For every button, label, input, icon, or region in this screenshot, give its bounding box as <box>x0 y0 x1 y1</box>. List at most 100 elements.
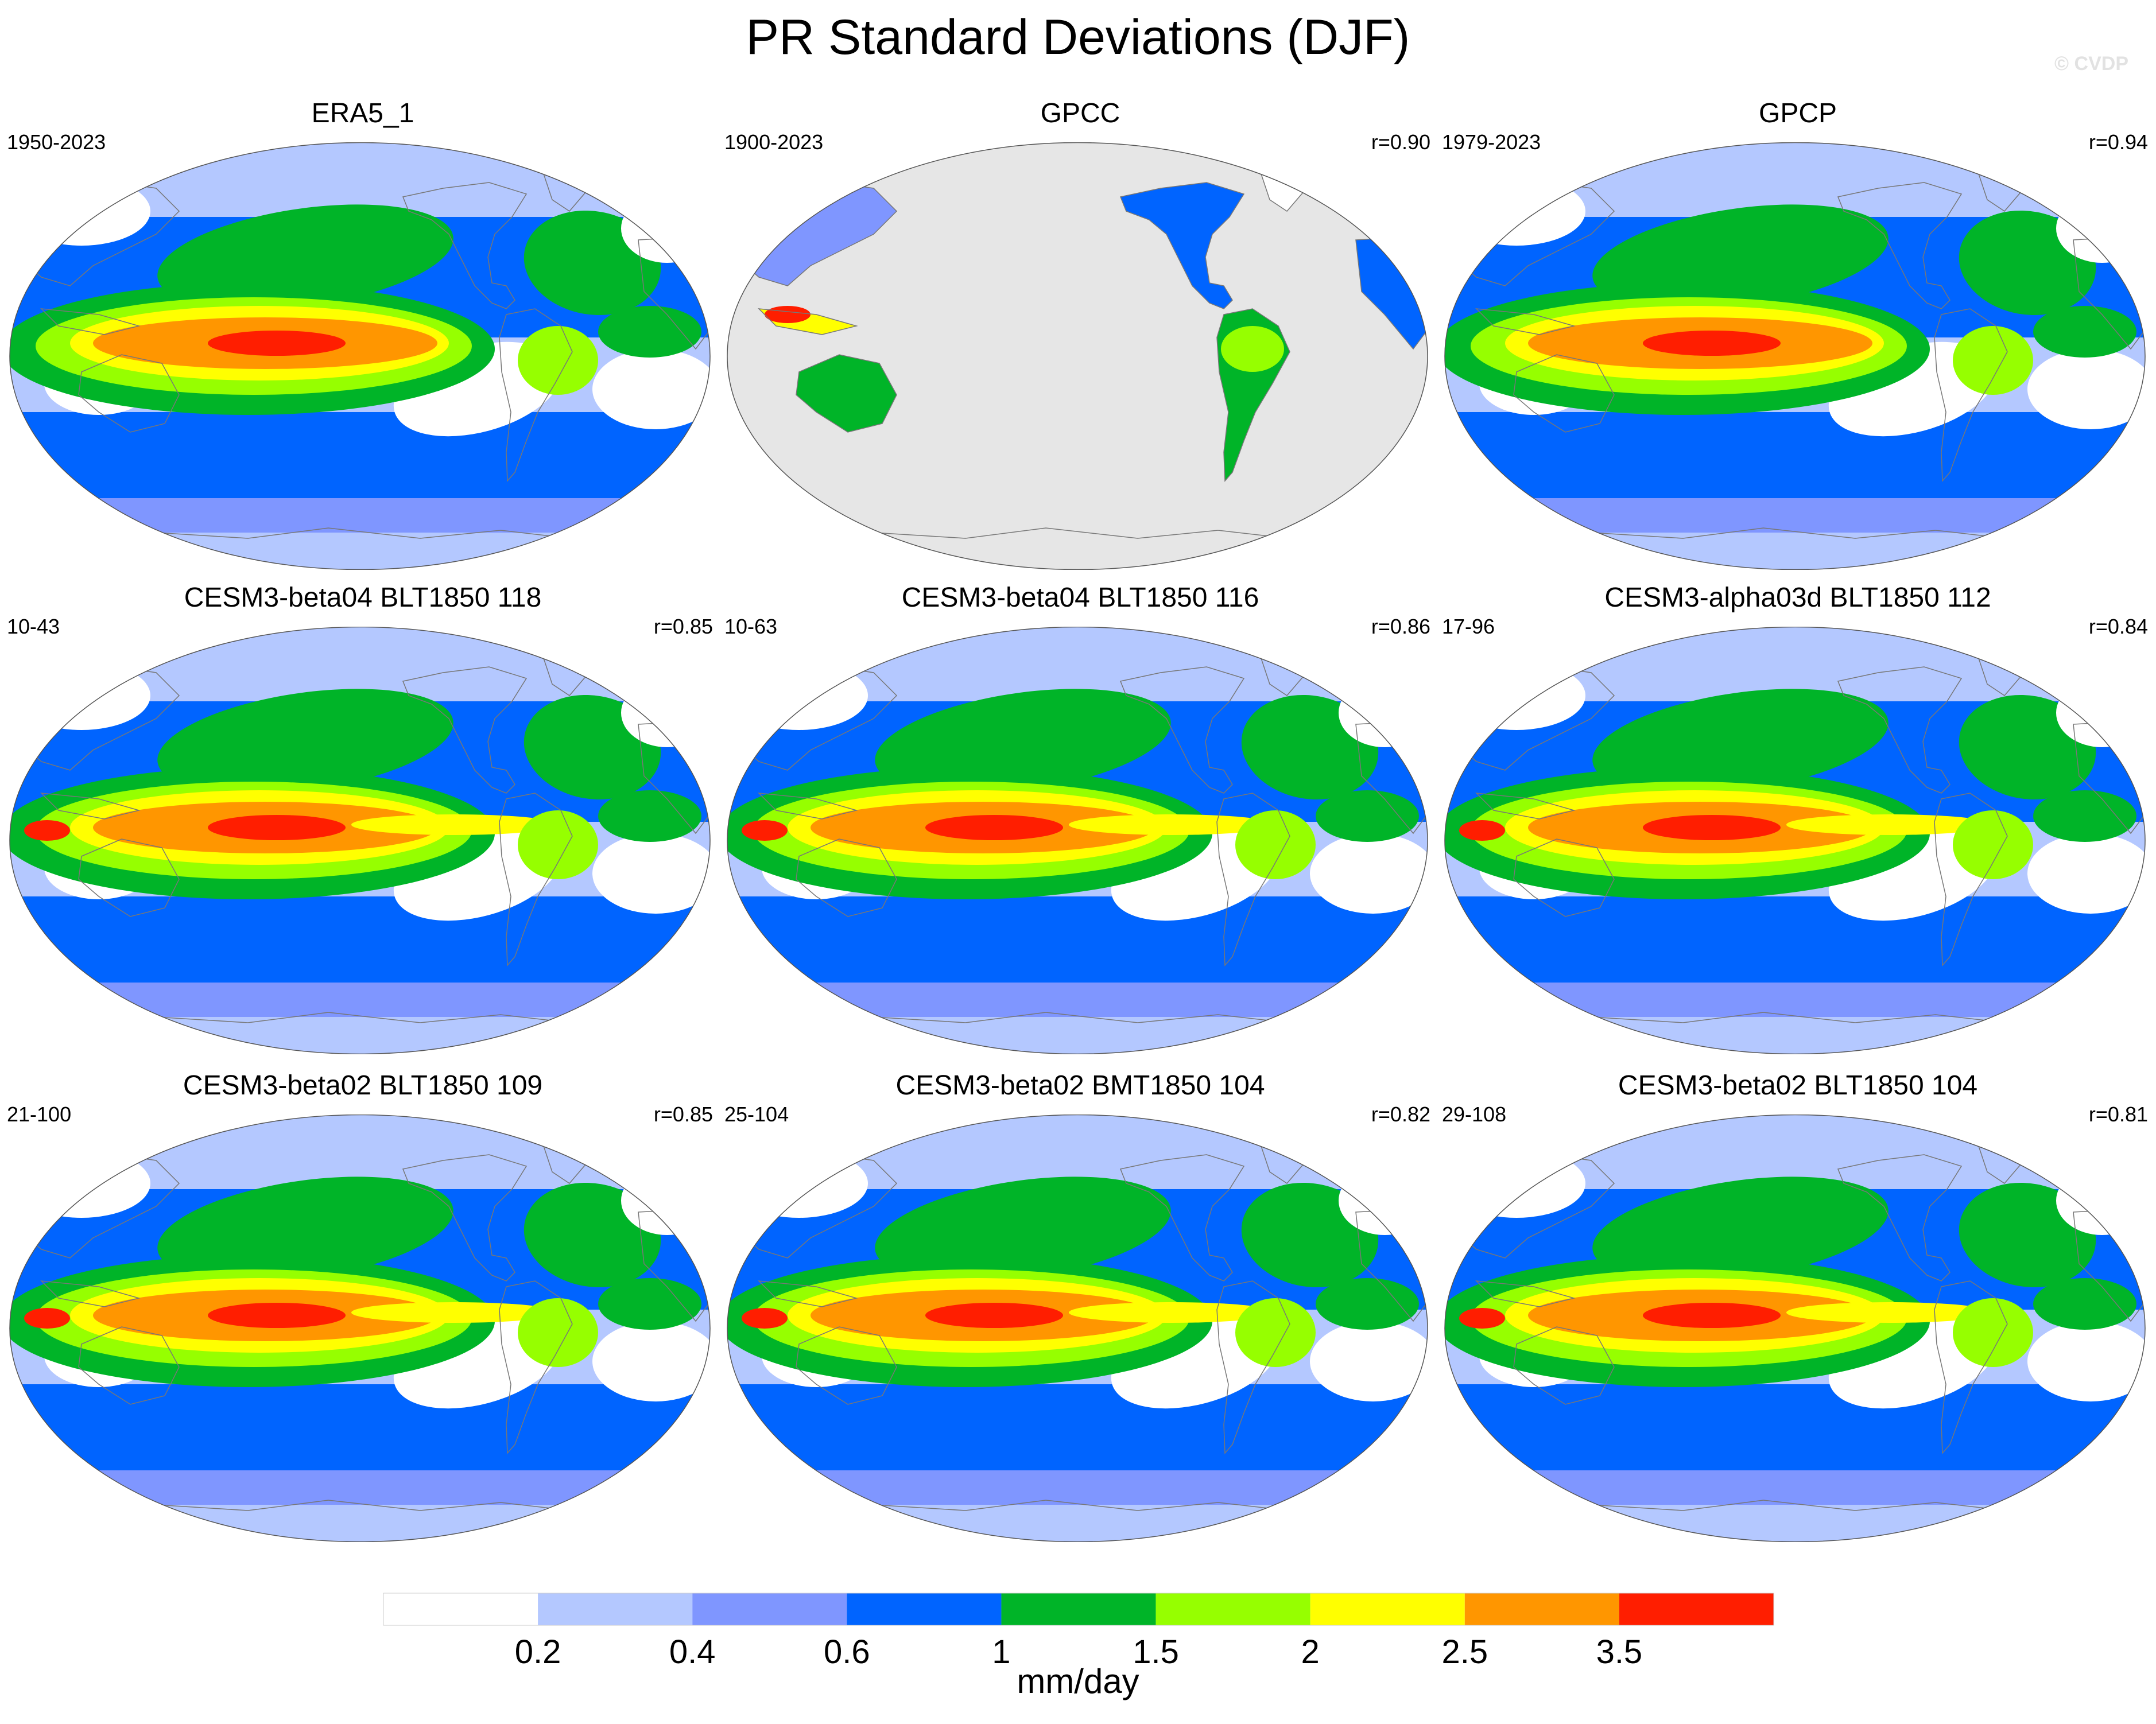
tropical-red <box>1643 331 1781 356</box>
panel-correlation: r=0.85 <box>653 615 713 638</box>
atlantic-itcz <box>598 306 701 358</box>
indian-ocean-red <box>1459 1308 1505 1329</box>
land-precip-australia <box>796 355 897 432</box>
coastline-indonesia <box>1475 308 1576 335</box>
panel-title: CESM3-beta02 BMT1850 104 <box>895 1070 1265 1101</box>
colorbar-frame <box>383 1593 1774 1626</box>
tropical-red <box>1643 815 1781 840</box>
robinson-map <box>727 142 1428 570</box>
robinson-map <box>727 1115 1428 1542</box>
panel-title: CESM3-beta04 BLT1850 116 <box>901 583 1259 613</box>
colorbar-bin <box>1310 1593 1465 1625</box>
map-panel: GPCP 1979-2023 r=0.94 <box>1442 96 2154 570</box>
colorbar-tick-label: 0.4 <box>669 1633 716 1671</box>
coastline-australia <box>78 1326 180 1405</box>
south-atlantic-dry <box>2027 349 2145 429</box>
indian-ocean-red <box>742 820 788 841</box>
panel-title: GPCC <box>1040 98 1120 129</box>
robinson-map <box>1444 142 2146 570</box>
coastline-australia <box>796 354 897 433</box>
coastline-australia <box>78 354 180 433</box>
map-panel: GPCC 1900-2023 r=0.90 <box>724 96 1436 570</box>
panel-title: CESM3-beta04 BLT1850 118 <box>184 583 542 613</box>
colorbar-bin <box>847 1593 1002 1625</box>
map-border <box>727 1115 1428 1542</box>
robinson-map <box>1444 1115 2146 1542</box>
itcz-east <box>1069 1302 1275 1323</box>
panel-title: GPCP <box>1758 98 1837 129</box>
south-storm-track <box>1445 896 2145 983</box>
tropical-red <box>1643 1303 1781 1328</box>
tropical-red <box>208 1303 346 1328</box>
coastline-antarctica <box>52 527 668 570</box>
coastline-australia <box>796 1326 897 1405</box>
coastline-australia <box>78 838 180 917</box>
robinson-map <box>727 627 1428 1054</box>
coastline-antarctica <box>52 1012 668 1054</box>
coastline-indonesia <box>40 1280 141 1307</box>
colorbar-bin <box>1464 1593 1619 1625</box>
south-atlantic-dry <box>1310 1321 1428 1401</box>
coastline-australia <box>1513 354 1615 433</box>
map-border <box>1444 1115 2146 1542</box>
panel-period: 1979-2023 <box>1442 130 1541 154</box>
atlantic-itcz <box>2033 306 2136 358</box>
coastline-antarctica <box>770 527 1385 570</box>
south-atlantic-dry <box>1310 833 1428 914</box>
coastline-antarctica <box>1487 1012 2103 1054</box>
south-atlantic-dry <box>592 1321 710 1401</box>
atlantic-itcz <box>1316 790 1419 842</box>
coastline-namerica <box>1119 182 1245 309</box>
coastline-australia <box>1513 1326 1615 1405</box>
atlantic-itcz <box>2033 790 2136 842</box>
colorbar-tick-label: 2.5 <box>1441 1633 1488 1671</box>
coastline-antarctica <box>1487 1500 2103 1542</box>
robinson-map <box>9 142 711 570</box>
south-storm-track <box>1445 412 2145 498</box>
panel-correlation: r=0.85 <box>653 1102 713 1126</box>
coastline-samerica <box>499 1280 573 1454</box>
amazon-lime <box>1221 326 1284 372</box>
map-border <box>9 627 711 1054</box>
coastline-indonesia <box>757 308 858 335</box>
south-storm-track <box>10 1384 710 1470</box>
missing-data-field <box>727 142 1428 570</box>
map-panel: CESM3-beta02 BLT1850 109 21-100 r=0.85 <box>7 1069 719 1542</box>
map-panel: CESM3-alpha03d BLT1850 112 17-96 r=0.84 <box>1442 581 2154 1054</box>
panel-correlation: r=0.82 <box>1371 1102 1430 1126</box>
colorbar-tick-label: 3.5 <box>1596 1633 1643 1671</box>
amazon-lime <box>1953 326 2033 395</box>
itcz-east <box>351 1302 558 1323</box>
south-storm-track <box>727 896 1428 983</box>
indian-ocean-red <box>1459 820 1505 841</box>
coastline-samerica <box>1216 793 1290 966</box>
amazon-lime <box>1235 1298 1316 1367</box>
south-atlantic-dry <box>592 349 710 429</box>
map-border <box>9 142 711 570</box>
south-storm-track <box>10 412 710 498</box>
precip-field <box>10 627 710 1054</box>
colorbar-bin <box>1001 1593 1156 1625</box>
panel-period: 10-43 <box>7 615 60 638</box>
indian-ocean-red <box>742 1308 788 1329</box>
map-panel: CESM3-beta04 BLT1850 116 10-63 r=0.86 <box>724 581 1436 1054</box>
tropical-red <box>208 331 346 356</box>
coastline-samerica <box>499 793 573 966</box>
amazon-lime <box>518 326 598 395</box>
cvdp-watermark: © CVDP <box>2054 53 2128 75</box>
indian-ocean-red <box>24 820 70 841</box>
amazon-lime <box>1953 1298 2033 1367</box>
map-panel: CESM3-beta02 BMT1850 104 25-104 r=0.82 <box>724 1069 1436 1542</box>
south-storm-track <box>727 1384 1428 1470</box>
colorbar-units: mm/day <box>1017 1662 1139 1700</box>
atlantic-itcz <box>2033 1278 2136 1330</box>
coastline-samerica <box>1216 1280 1290 1454</box>
panel-correlation: r=0.81 <box>2088 1102 2148 1126</box>
itcz-east <box>1069 814 1275 835</box>
colorbar-tick-label: 2 <box>1301 1633 1320 1671</box>
coastline-namerica <box>1119 666 1245 794</box>
coastline-namerica <box>402 182 528 309</box>
coastline-namerica <box>1119 1154 1245 1282</box>
itcz-east <box>351 814 558 835</box>
coastline-samerica <box>1934 308 2008 482</box>
